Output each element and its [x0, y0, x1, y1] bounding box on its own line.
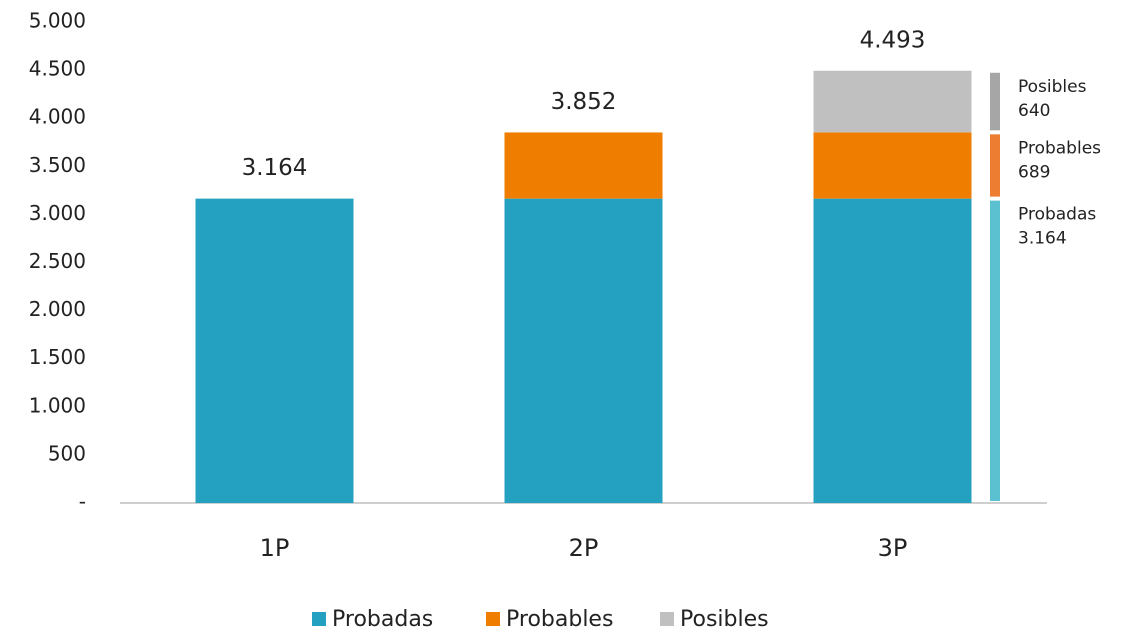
total-label: 4.493 — [860, 27, 926, 53]
y-tick-label: 3.500 — [29, 153, 86, 177]
annotation-bar — [990, 134, 1000, 197]
x-tick-label: 2P — [569, 534, 599, 562]
y-tick-label: 5.000 — [29, 9, 86, 33]
bar-segment — [813, 70, 972, 133]
y-tick-label: 2.500 — [29, 249, 86, 273]
annotation-value: 3.164 — [1018, 229, 1067, 249]
y-tick-label: 1.000 — [29, 393, 86, 417]
annotation-value: 689 — [1018, 162, 1050, 182]
annotation-name: Probadas — [1018, 205, 1096, 225]
legend-swatch — [486, 612, 500, 626]
bar-segment — [195, 198, 354, 503]
legend-label: Probadas — [332, 607, 433, 632]
y-tick-label: 3.000 — [29, 201, 86, 225]
legend-label: Posibles — [680, 607, 769, 632]
y-tick-label: 2.000 — [29, 297, 86, 321]
legend-swatch — [660, 612, 674, 626]
y-tick-label: 4.000 — [29, 105, 86, 129]
x-tick-label: 3P — [878, 534, 908, 562]
bar-segment — [504, 132, 663, 199]
annotation-name: Posibles — [1018, 77, 1087, 97]
bar-segment — [813, 132, 972, 199]
y-tick-label: 500 — [48, 441, 86, 465]
annotation-value: 640 — [1018, 101, 1050, 121]
legend-swatch — [312, 612, 326, 626]
y-tick-label: 4.500 — [29, 57, 86, 81]
annotation-name: Probables — [1018, 138, 1101, 158]
legend-label: Probables — [506, 607, 613, 632]
bar-segment — [813, 198, 972, 503]
annotation-bar — [990, 200, 1000, 501]
y-tick-label: - — [79, 490, 86, 514]
total-label: 3.852 — [551, 89, 617, 115]
bar-segment — [504, 198, 663, 503]
annotation-bar — [990, 72, 1000, 131]
y-tick-label: 1.500 — [29, 345, 86, 369]
total-label: 3.164 — [242, 155, 308, 181]
x-tick-label: 1P — [260, 534, 290, 562]
